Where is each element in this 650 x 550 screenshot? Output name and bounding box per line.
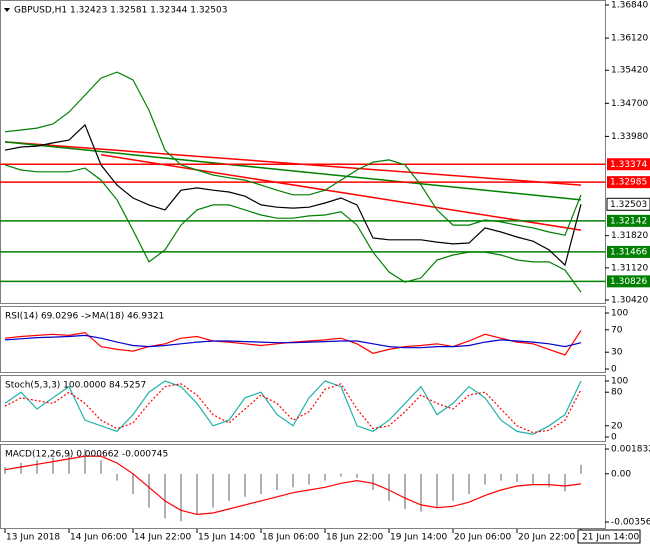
y-tick-label: 0: [611, 433, 617, 443]
level-label-box: [607, 245, 650, 258]
bar: [4, 467, 6, 474]
y-tick-label: 0.001832: [611, 445, 650, 455]
bar: [116, 473, 118, 481]
bar: [260, 473, 262, 495]
bar: [212, 473, 214, 508]
y-tick-label: -0.003563: [611, 518, 650, 528]
bar: [484, 473, 486, 485]
trendline: [100, 154, 582, 231]
bar: [308, 473, 310, 485]
y-tick-label: 1.34700: [611, 99, 648, 109]
bar: [276, 473, 278, 491]
bar: [244, 473, 246, 497]
bar: [500, 473, 502, 481]
x-tick-label: 21 Jun 14:00: [582, 533, 639, 543]
bar: [292, 473, 294, 488]
panel-frame: [0, 306, 606, 373]
panel-frame: [0, 0, 606, 304]
series-line: [4, 383, 582, 434]
bar: [564, 473, 566, 492]
bar: [388, 473, 390, 501]
bar: [356, 473, 358, 478]
x-tick-label: 14 Jun 22:00: [134, 533, 191, 543]
bar: [420, 473, 422, 512]
bar: [580, 464, 582, 474]
panel-title: Stoch(5,3,3) 100.0000 84.5257: [5, 381, 146, 391]
bar: [436, 473, 438, 508]
y-tick-label: 30: [611, 348, 623, 358]
y-tick-label: 1.36120: [611, 34, 648, 44]
level-label: 1.33374: [610, 160, 647, 170]
bar: [196, 473, 198, 515]
last-price-label: 1.32503: [610, 200, 647, 210]
level-label-box: [607, 176, 650, 189]
bar: [324, 473, 326, 481]
level-label-box: [607, 158, 650, 171]
bar: [404, 473, 406, 509]
x-tick-label: 18 Jun 06:00: [262, 533, 319, 543]
bar: [372, 473, 374, 491]
bar: [36, 460, 38, 474]
panel-frame: [0, 444, 606, 529]
panel-frame: [0, 375, 606, 442]
x-tick-label: 14 Jun 06:00: [70, 533, 127, 543]
y-tick-label: 1.33980: [611, 132, 648, 142]
level-label-box: [607, 275, 650, 288]
level-label-box: [607, 214, 650, 227]
panel-title: MACD(12,26,9) 0.000662 -0.000745: [5, 450, 168, 460]
bar: [132, 473, 134, 495]
bar: [20, 462, 22, 474]
title-icon: [4, 8, 10, 12]
x-tick-label: 20 Jun 06:00: [454, 533, 511, 543]
bar: [68, 453, 70, 474]
last-price-box: [606, 197, 650, 211]
x-label-box: [577, 529, 641, 544]
y-tick-label: 100: [611, 377, 628, 387]
series-line: [4, 164, 582, 293]
level-label: 1.30826: [610, 277, 647, 287]
bar: [228, 473, 230, 501]
level-label: 1.31466: [610, 247, 647, 257]
y-tick-label: 20: [611, 421, 623, 431]
bar: [468, 473, 470, 495]
series-line: [4, 380, 582, 435]
level-label: 1.32985: [610, 178, 647, 188]
y-tick-label: 100: [611, 309, 628, 319]
bar: [52, 457, 54, 474]
x-tick-label: 13 Jun 2018: [6, 533, 60, 543]
bar: [180, 473, 182, 522]
bar: [100, 460, 102, 474]
y-tick-label: 0: [611, 365, 617, 375]
series-line: [4, 71, 582, 236]
x-tick-label: 19 Jun 14:00: [390, 533, 447, 543]
x-tick-label: 15 Jun 14:00: [198, 533, 255, 543]
y-tick-label: 1.30420: [611, 296, 648, 306]
y-tick-label: 70: [611, 325, 623, 335]
series-line: [4, 123, 582, 267]
x-tick-label: 18 Jun 22:00: [326, 533, 383, 543]
panel-title: RSI(14) 69.0296 ->MA(18) 46.9321: [5, 312, 164, 322]
bar: [548, 473, 550, 488]
y-tick-label: 1.36840: [611, 1, 648, 11]
series-line: [4, 334, 582, 349]
y-tick-label: 1.31820: [611, 231, 648, 241]
y-tick-label: 1.31120: [611, 263, 648, 273]
bar: [84, 449, 86, 474]
series-line: [4, 455, 582, 516]
y-tick-label: 80: [611, 388, 623, 398]
bar: [452, 473, 454, 501]
bar: [516, 473, 518, 482]
bar: [148, 473, 150, 508]
x-tick-label: 20 Jun 22:00: [518, 533, 575, 543]
bar: [164, 473, 166, 519]
panel-title: GBPUSD,H1 1.32423 1.32581 1.32344 1.3250…: [14, 6, 227, 16]
y-tick-label: 1.35420: [611, 66, 648, 76]
bar: [340, 473, 342, 477]
trendline: [4, 141, 582, 201]
bar: [532, 473, 534, 485]
y-tick-label: 0.00: [611, 469, 631, 479]
level-label: 1.32142: [610, 216, 647, 226]
